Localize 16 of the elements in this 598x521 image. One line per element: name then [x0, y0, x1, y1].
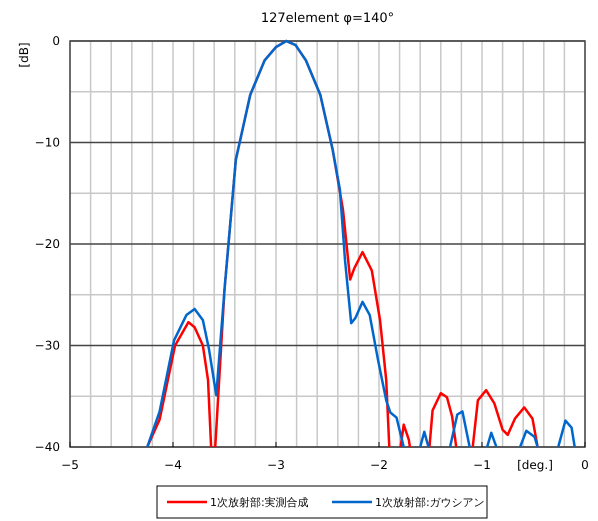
y-tick-label: −20: [34, 237, 60, 251]
x-tick-label: 0: [581, 458, 589, 472]
x-tick-label: −5: [61, 458, 79, 472]
x-tick-label: −1: [473, 458, 491, 472]
y-tick-label: −40: [34, 440, 60, 454]
legend-label: 1次放射部:ガウシアン: [375, 496, 485, 509]
y-axis-title: [dB]: [17, 42, 31, 68]
x-tick-label: −4: [164, 458, 182, 472]
x-tick-label: −3: [267, 458, 285, 472]
chart-title: 127element φ=140°: [260, 11, 394, 26]
x-axis-title: [deg.]: [517, 458, 553, 472]
y-tick-label: −10: [34, 136, 60, 150]
y-tick-label: −30: [34, 338, 60, 352]
legend-label: 1次放射部:実測合成: [210, 496, 309, 509]
x-tick-label: −2: [370, 458, 388, 472]
y-tick-label: 0: [52, 34, 60, 48]
